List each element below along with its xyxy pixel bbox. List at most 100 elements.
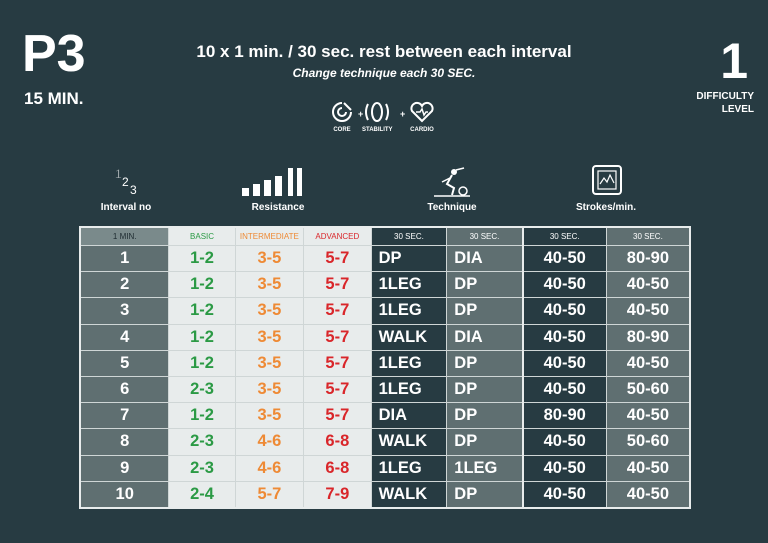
cell-strokes-2: 80-90 — [605, 244, 691, 273]
cell-advanced: 6-8 — [303, 428, 372, 456]
cell-technique-1: WALK — [370, 480, 448, 509]
cell-advanced: 5-7 — [303, 271, 372, 299]
cell-strokes-2: 40-50 — [605, 271, 691, 299]
strokes-header: Strokes/min. — [575, 202, 637, 213]
cell-basic: 1-2 — [168, 402, 236, 430]
cell-strokes-1: 40-50 — [521, 297, 607, 325]
cell-advanced: 5-7 — [303, 297, 372, 325]
svg-text:2: 2 — [122, 175, 129, 189]
cell-intermediate: 3-5 — [234, 402, 305, 430]
cell-strokes-1: 40-50 — [521, 271, 607, 299]
cell-strokes-2: 40-50 — [605, 480, 691, 509]
cell-technique-2: DP — [446, 349, 524, 377]
category-stability: STABILITY — [362, 100, 393, 133]
numbers-icon: 1 2 3 — [115, 167, 137, 197]
cell-intermediate: 5-7 — [234, 480, 305, 509]
table-row: 4 1-2 3-5 5-7 WALK DIA 40-50 80-90 — [79, 323, 691, 351]
cell-interval: 1 — [79, 244, 170, 273]
cell-intermediate: 3-5 — [234, 244, 305, 273]
difficulty-level-label: DIFFICULTY LEVEL — [696, 90, 754, 116]
workout-subline: Change technique each 30 SEC. — [292, 66, 476, 80]
cell-advanced: 5-7 — [303, 244, 372, 273]
program-duration: 15 MIN. — [24, 89, 84, 108]
monitor-icon — [592, 165, 622, 195]
cell-interval: 6 — [79, 375, 170, 404]
table-header-row: 1 MIN. BASIC INTERMEDIATE ADVANCED 30 SE… — [79, 226, 691, 246]
cell-technique-2: DIA — [446, 323, 524, 351]
resistance-header: Resistance — [251, 202, 305, 213]
cell-strokes-2: 40-50 — [605, 349, 691, 377]
cell-basic: 2-3 — [168, 454, 236, 482]
cell-intermediate: 3-5 — [234, 297, 305, 325]
cell-strokes-1: 40-50 — [521, 349, 607, 377]
difficulty-label-line1: DIFFICULTY — [696, 91, 754, 102]
category-core-label: CORE — [333, 127, 351, 133]
table-row: 7 1-2 3-5 5-7 DIA DP 80-90 40-50 — [79, 402, 691, 430]
cell-interval: 4 — [79, 323, 170, 351]
cell-strokes-1: 40-50 — [521, 323, 607, 351]
cell-strokes-2: 50-60 — [605, 428, 691, 456]
cell-strokes-2: 80-90 — [605, 323, 691, 351]
cell-interval: 9 — [79, 454, 170, 482]
category-stability-label: STABILITY — [362, 127, 393, 133]
cell-technique-1: 1LEG — [370, 375, 448, 404]
cell-technique-2: 1LEG — [446, 454, 524, 482]
cell-technique-1: 1LEG — [370, 271, 448, 299]
cell-basic: 1-2 — [168, 244, 236, 273]
cell-basic: 2-3 — [168, 428, 236, 456]
cell-advanced: 7-9 — [303, 480, 372, 509]
cell-technique-1: WALK — [370, 323, 448, 351]
cell-technique-1: 1LEG — [370, 349, 448, 377]
th-technique-2: 30 SEC. — [446, 226, 524, 246]
cell-strokes-1: 80-90 — [521, 402, 607, 430]
cell-basic: 1-2 — [168, 349, 236, 377]
th-strokes-2: 30 SEC. — [605, 226, 691, 246]
cell-intermediate: 3-5 — [234, 375, 305, 404]
cell-basic: 1-2 — [168, 323, 236, 351]
cell-technique-2: DP — [446, 375, 524, 404]
plus-sign-2: + — [400, 109, 406, 119]
cell-basic: 2-4 — [168, 480, 236, 509]
cell-basic: 1-2 — [168, 271, 236, 299]
cell-advanced: 5-7 — [303, 323, 372, 351]
cell-technique-1: 1LEG — [370, 297, 448, 325]
interval-table: 1 MIN. BASIC INTERMEDIATE ADVANCED 30 SE… — [79, 226, 691, 509]
stability-icon — [365, 102, 390, 122]
cell-technique-1: 1LEG — [370, 454, 448, 482]
cell-technique-2: DIA — [446, 244, 524, 273]
th-basic: BASIC — [168, 226, 236, 246]
cell-advanced: 5-7 — [303, 402, 372, 430]
difficulty-label-line2: LEVEL — [721, 104, 754, 115]
cell-technique-1: WALK — [370, 428, 448, 456]
table-row: 2 1-2 3-5 5-7 1LEG DP 40-50 40-50 — [79, 271, 691, 299]
svg-text:3: 3 — [130, 183, 137, 197]
plus-sign-1: + — [358, 109, 364, 119]
cell-strokes-2: 50-60 — [605, 375, 691, 404]
skier-icon — [434, 167, 470, 197]
cell-intermediate: 3-5 — [234, 323, 305, 351]
cardio-icon — [410, 101, 434, 123]
table-row: 10 2-4 5-7 7-9 WALK DP 40-50 40-50 — [79, 480, 691, 509]
table-row: 8 2-3 4-6 6-8 WALK DP 40-50 50-60 — [79, 428, 691, 456]
technique-header: Technique — [427, 202, 477, 213]
cell-technique-2: DP — [446, 297, 524, 325]
interval-no-header: Interval no — [100, 202, 152, 213]
cell-strokes-1: 40-50 — [521, 428, 607, 456]
cell-advanced: 6-8 — [303, 454, 372, 482]
cell-interval: 7 — [79, 402, 170, 430]
workout-headline: 10 x 1 min. / 30 sec. rest between each … — [196, 42, 572, 61]
cell-interval: 5 — [79, 349, 170, 377]
cell-basic: 1-2 — [168, 297, 236, 325]
th-technique-1: 30 SEC. — [370, 226, 448, 246]
th-advanced: ADVANCED — [303, 226, 372, 246]
cell-basic: 2-3 — [168, 375, 236, 404]
table-row: 1 1-2 3-5 5-7 DP DIA 40-50 80-90 — [79, 244, 691, 273]
cell-strokes-2: 40-50 — [605, 454, 691, 482]
cell-interval: 3 — [79, 297, 170, 325]
cell-strokes-1: 40-50 — [521, 375, 607, 404]
cell-intermediate: 3-5 — [234, 349, 305, 377]
cell-interval: 8 — [79, 428, 170, 456]
cell-advanced: 5-7 — [303, 375, 372, 404]
table-row: 5 1-2 3-5 5-7 1LEG DP 40-50 40-50 — [79, 349, 691, 377]
cell-strokes-1: 40-50 — [521, 454, 607, 482]
